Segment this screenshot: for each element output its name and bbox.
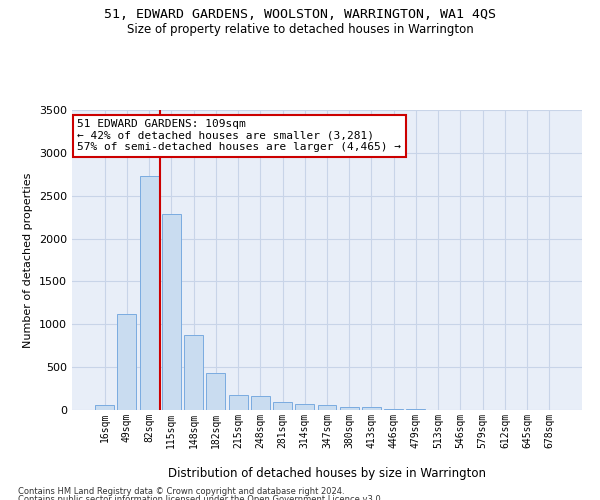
Text: Contains HM Land Registry data © Crown copyright and database right 2024.: Contains HM Land Registry data © Crown c… [18,488,344,496]
Bar [251,396,270,410]
Bar [273,402,292,410]
Bar [384,408,403,410]
Bar [362,408,381,410]
Bar [140,176,158,410]
Y-axis label: Number of detached properties: Number of detached properties [23,172,34,348]
Bar [206,373,225,410]
Text: 51 EDWARD GARDENS: 109sqm
← 42% of detached houses are smaller (3,281)
57% of se: 51 EDWARD GARDENS: 109sqm ← 42% of detac… [77,119,401,152]
Bar [295,404,314,410]
Bar [95,406,114,410]
Bar [118,314,136,410]
Text: 51, EDWARD GARDENS, WOOLSTON, WARRINGTON, WA1 4QS: 51, EDWARD GARDENS, WOOLSTON, WARRINGTON… [104,8,496,20]
Text: Distribution of detached houses by size in Warrington: Distribution of detached houses by size … [168,467,486,480]
Bar [184,336,203,410]
Bar [162,214,181,410]
Text: Size of property relative to detached houses in Warrington: Size of property relative to detached ho… [127,22,473,36]
Bar [317,406,337,410]
Bar [340,408,359,410]
Text: Contains public sector information licensed under the Open Government Licence v3: Contains public sector information licen… [18,495,383,500]
Bar [229,395,248,410]
Bar [406,408,425,410]
